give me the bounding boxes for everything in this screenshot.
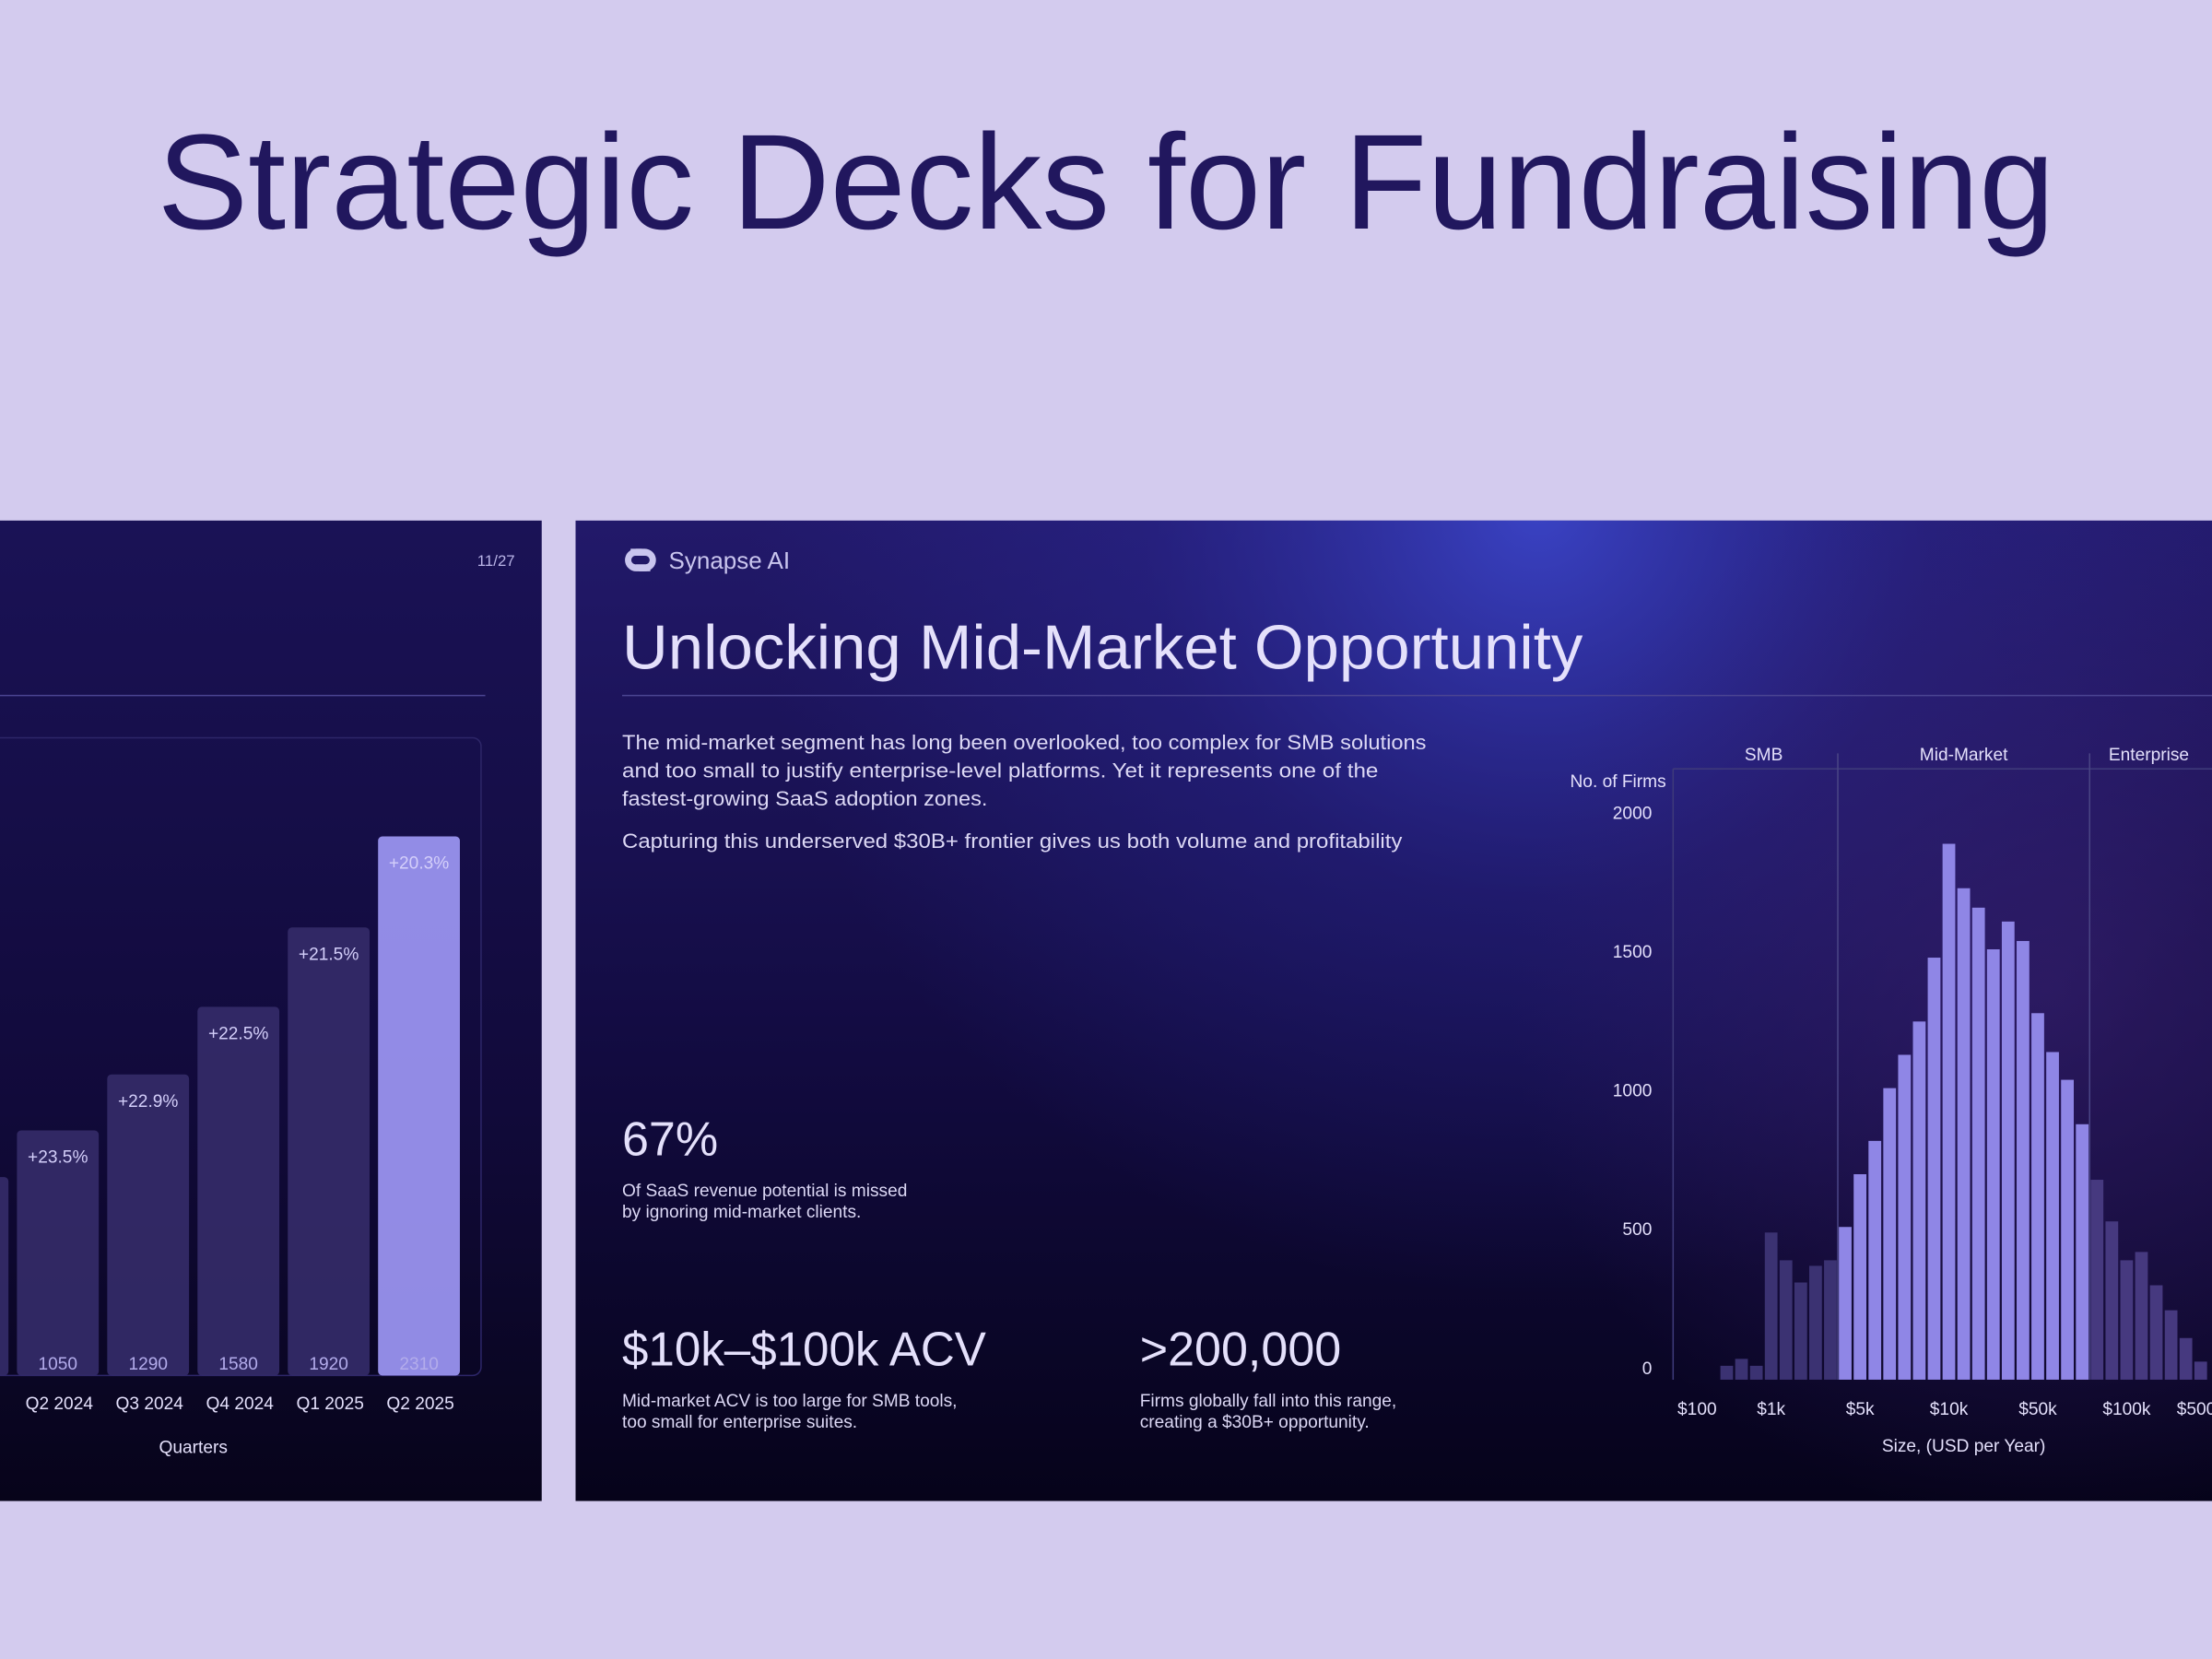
region-label: Enterprise <box>2109 746 2189 765</box>
value-label: 1050 <box>38 1355 77 1374</box>
stat-caption: Firms globally fall into this range, <box>1140 1392 1397 1411</box>
bar <box>1942 843 1956 1380</box>
bar <box>288 927 371 1376</box>
bar <box>2120 1260 2134 1380</box>
x-axis-label: Size, (USD per Year) <box>1882 1437 2046 1456</box>
bar <box>2135 1252 2148 1380</box>
paragraph-line: fastest-growing SaaS adoption zones. <box>622 787 987 810</box>
growth-label: +22.5% <box>208 1025 268 1044</box>
x-tick-label: Q4 2024 <box>206 1394 275 1414</box>
growth-label: +23.5% <box>28 1148 88 1168</box>
growth-label: +21.5% <box>299 945 359 964</box>
y-tick-label: 2000 <box>1613 804 1653 823</box>
x-axis-label: Quarters <box>159 1439 227 1458</box>
brand-name: Synapse AI <box>669 547 791 574</box>
bar <box>1971 907 1985 1380</box>
stat-caption: Of SaaS revenue potential is missed <box>622 1182 907 1201</box>
growth-label: +22.9% <box>118 1092 178 1112</box>
x-tick-label: $500k <box>2177 1400 2212 1419</box>
x-tick-label: $100 <box>1677 1400 1717 1419</box>
y-tick-label: 1500 <box>1613 943 1653 962</box>
stat-value: 67% <box>622 1113 718 1167</box>
bar <box>1794 1282 1807 1380</box>
x-tick-label: $5k <box>1846 1400 1875 1419</box>
x-tick-label: Q1 2025 <box>296 1394 363 1414</box>
stat-value: >200,000 <box>1140 1324 1341 1377</box>
x-tick-label: $50k <box>2018 1400 2057 1419</box>
stat-caption: Mid-market ACV is too large for SMB tool… <box>622 1392 957 1411</box>
bar <box>107 1074 190 1376</box>
bar <box>1749 1365 1763 1380</box>
x-tick-label: $100k <box>2102 1400 2151 1419</box>
bar <box>2149 1285 2163 1380</box>
stat-value: $10k–$100k ACV <box>622 1324 986 1377</box>
value-label: 1920 <box>309 1355 348 1374</box>
value-label: 2310 <box>399 1355 439 1374</box>
page-number: 11/27 <box>477 552 515 570</box>
bar <box>2031 1013 2044 1380</box>
bar <box>2194 1361 2207 1380</box>
y-tick-label: 500 <box>1622 1220 1652 1240</box>
slide-right: Synapse AI Unlocking Mid-Market Opportun… <box>575 520 2212 1501</box>
bar <box>1824 1260 1837 1380</box>
x-tick-label: $10k <box>1930 1400 1969 1419</box>
bar <box>197 1006 280 1376</box>
bar <box>1883 1088 1897 1380</box>
slide-title: Unlocking Mid-Market Opportunity <box>622 614 1583 683</box>
bar <box>2164 1310 2178 1380</box>
bar <box>1764 1232 1778 1380</box>
x-tick-label: Q2 2024 <box>26 1394 94 1414</box>
x-tick-label: Q2 2025 <box>386 1394 453 1414</box>
bar <box>2090 1180 2104 1380</box>
y-tick-label: 0 <box>1642 1359 1653 1379</box>
bar <box>1868 1140 1882 1380</box>
bar <box>2105 1221 2119 1380</box>
bar <box>2061 1079 2074 1380</box>
stat-caption: by ignoring mid-market clients. <box>622 1203 861 1222</box>
bar <box>17 1130 100 1376</box>
bar <box>1779 1260 1793 1380</box>
stat-caption: too small for enterprise suites. <box>622 1413 857 1432</box>
value-label: 1580 <box>218 1355 258 1374</box>
bar <box>1912 1021 1926 1380</box>
growth-label: +20.3% <box>389 854 449 874</box>
stat-caption: creating a $30B+ opportunity. <box>1140 1413 1370 1432</box>
bar <box>2001 921 2015 1380</box>
paragraph-line: The mid-market segment has long been ove… <box>622 731 1426 754</box>
bar <box>1809 1265 1822 1380</box>
bar <box>1720 1365 1734 1380</box>
bar <box>2017 940 2030 1380</box>
value-label: 1290 <box>128 1355 168 1374</box>
paragraph-line: and too small to justify enterprise-leve… <box>622 759 1378 782</box>
bar <box>378 836 460 1376</box>
region-label: Mid-Market <box>1920 746 2008 765</box>
bar <box>1735 1359 1748 1380</box>
bar <box>1839 1227 1852 1380</box>
bar <box>2046 1052 2059 1380</box>
bar <box>1898 1054 1912 1380</box>
region-label: SMB <box>1745 746 1783 765</box>
bar <box>1986 948 2000 1380</box>
bar <box>1927 958 1941 1380</box>
bar <box>0 1177 9 1376</box>
page-title: Strategic Decks for Fundraising <box>158 107 2055 258</box>
paragraph-line: Capturing this underserved $30B+ frontie… <box>622 830 1403 853</box>
y-tick-label: 1000 <box>1613 1082 1653 1101</box>
x-tick-label: $1k <box>1757 1400 1785 1419</box>
brand-logo <box>625 548 656 571</box>
bar <box>2179 1337 2193 1380</box>
y-axis-label: No. of Firms <box>1571 772 1666 792</box>
x-tick-label: Q3 2024 <box>116 1394 184 1414</box>
bar <box>1957 888 1971 1380</box>
histogram-chart: No. of Firms 0 500 1000 1500 2000 $100 $1k $5k $1… <box>1571 746 2212 1456</box>
bar <box>2076 1124 2089 1380</box>
bar <box>1853 1174 1866 1380</box>
